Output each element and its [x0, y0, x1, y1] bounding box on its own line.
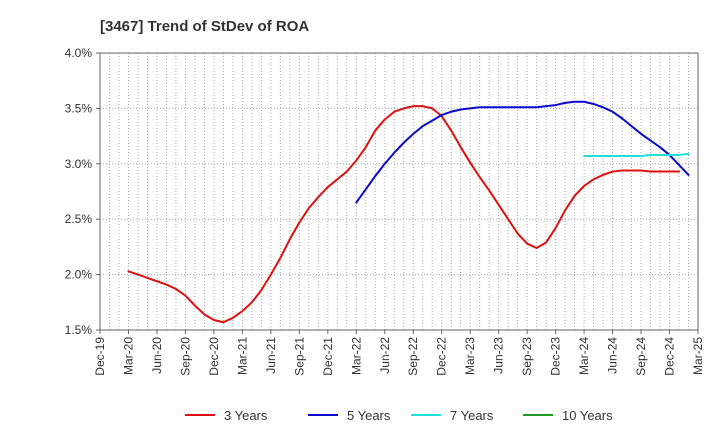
x-tick-label: Dec-23 [549, 337, 563, 376]
plot-area [100, 53, 698, 330]
x-tick-label: Dec-21 [321, 337, 335, 376]
series-lines [127, 100, 690, 324]
x-tick-label: Dec-24 [663, 337, 677, 376]
x-tick-label: Jun-22 [378, 337, 392, 374]
x-tick-label: Jun-21 [264, 337, 278, 374]
x-tick-label: Dec-22 [435, 337, 449, 376]
y-tick-label: 1.5% [65, 323, 93, 337]
x-tick-label: Sep-23 [520, 337, 534, 376]
series-line-7-years [583, 152, 690, 158]
x-tick-label: Mar-20 [121, 337, 135, 375]
legend-label: 10 Years [562, 408, 613, 423]
x-tick-label: Mar-23 [463, 337, 477, 375]
legend-label: 7 Years [450, 408, 494, 423]
series-line-3-years [127, 105, 681, 324]
x-tick-label: Mar-24 [577, 337, 591, 375]
y-tick-label: 2.5% [65, 212, 93, 226]
y-axis: 1.5% 2.0% 2.5% 3.0% 3.5% 4.0% [65, 46, 100, 337]
x-tick-label: Jun-20 [150, 337, 164, 374]
x-tick-label: Jun-24 [606, 337, 620, 374]
plot-border [99, 52, 699, 331]
legend: 3 Years 5 Years 7 Years 10 Years [185, 408, 613, 423]
series-line-5-years [355, 100, 690, 204]
x-tick-label: Sep-20 [178, 337, 192, 376]
x-tick-label: Dec-20 [207, 337, 221, 376]
x-tick-label: Mar-22 [349, 337, 363, 375]
y-tick-label: 2.0% [65, 268, 93, 282]
x-tick-label: Jun-23 [492, 337, 506, 374]
x-tick-label: Mar-25 [691, 337, 705, 375]
x-tick-label: Sep-22 [406, 337, 420, 376]
x-tick-label: Sep-21 [292, 337, 306, 376]
x-axis: Dec-19 Mar-20 Jun-20 Sep-20 Dec-20 Mar-21 Jun-… [93, 330, 705, 376]
y-tick-label: 4.0% [65, 46, 93, 60]
chart-title: [3467] Trend of StDev of ROA [100, 18, 309, 35]
x-tick-label: Sep-24 [634, 337, 648, 376]
y-tick-label: 3.0% [65, 157, 93, 171]
legend-label: 5 Years [347, 408, 391, 423]
x-tick-label: Mar-21 [235, 337, 249, 375]
legend-label: 3 Years [224, 408, 268, 423]
y-tick-label: 3.5% [65, 101, 93, 115]
x-tick-label: Dec-19 [93, 337, 107, 376]
